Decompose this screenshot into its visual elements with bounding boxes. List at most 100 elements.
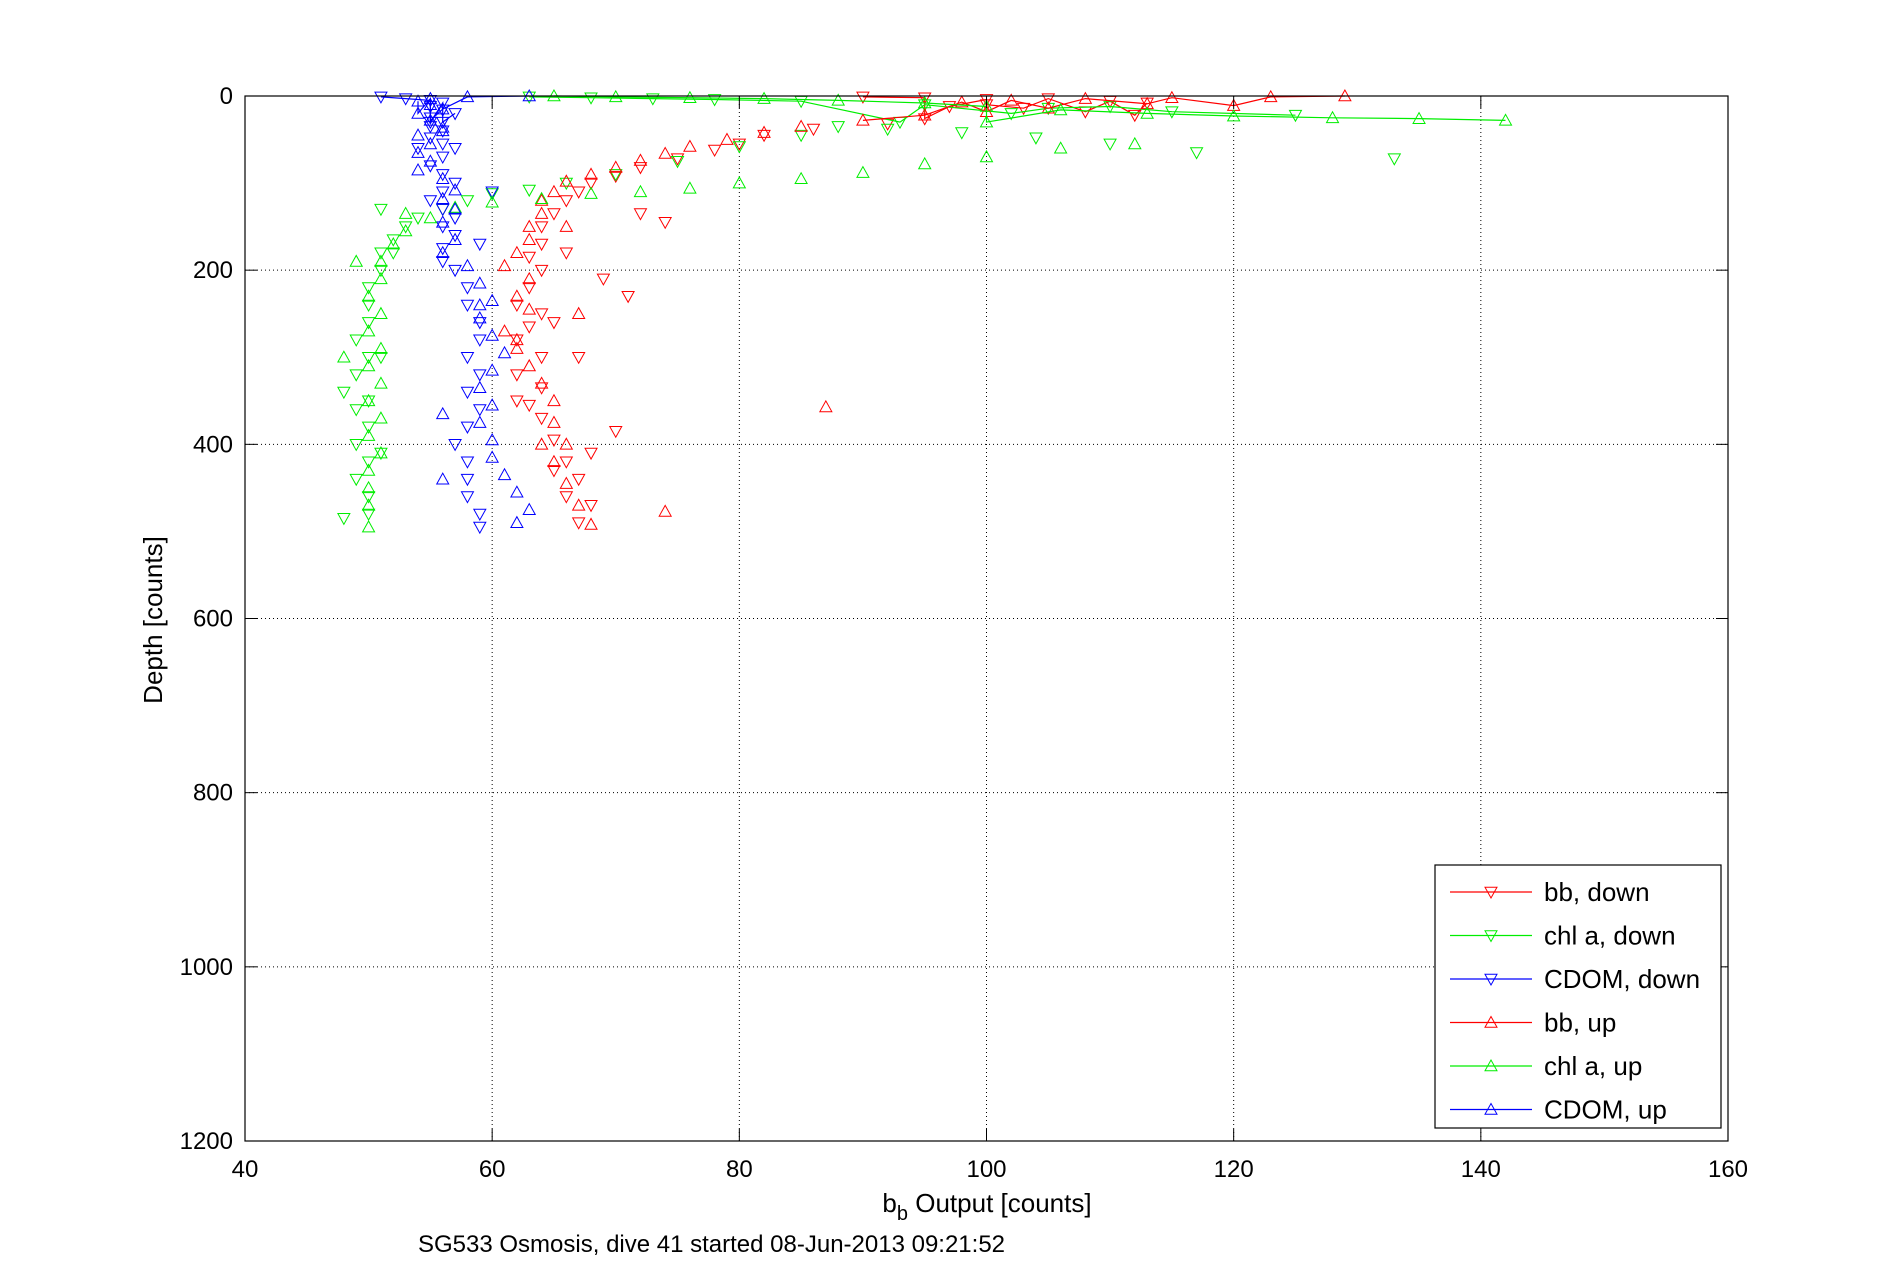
data-point [645, 93, 660, 106]
data-point [361, 428, 376, 441]
data-point [374, 411, 388, 424]
x-tick-labels: 40 60 80 100 120 140 160 [232, 1156, 1748, 1183]
data-point [435, 116, 450, 130]
data-point [485, 195, 500, 208]
data-point [374, 341, 388, 354]
legend-marker-cdom-up [1484, 1102, 1498, 1115]
legend-label-chl-a-up: chl a, up [1544, 1051, 1642, 1081]
data-point [448, 177, 462, 191]
data-point [423, 91, 438, 104]
data-point [880, 123, 895, 137]
data-point [361, 317, 376, 330]
data-point [349, 369, 364, 382]
data-point [435, 120, 450, 133]
data-point [510, 289, 524, 302]
data-point [1140, 96, 1155, 110]
series-line-chl-a-up [553, 95, 1506, 123]
x-tick-label: 140 [1461, 1156, 1501, 1183]
data-point [485, 328, 500, 341]
data-point [794, 129, 808, 143]
data-point [361, 324, 376, 337]
data-point [794, 119, 808, 132]
data-point [485, 363, 500, 376]
data-point [658, 216, 673, 230]
y-tick-label: 1200 [180, 1128, 233, 1155]
data-point [472, 276, 487, 289]
data-point [448, 439, 462, 452]
data-point [917, 95, 932, 109]
data-point [1140, 106, 1155, 119]
x-tick-label: 60 [479, 1156, 506, 1183]
data-point [571, 473, 586, 487]
data-point [510, 341, 524, 354]
legend-marker-cdom-down [1484, 973, 1498, 987]
data-point [534, 191, 549, 205]
data-point [435, 169, 450, 182]
data-point [818, 399, 833, 413]
data-point [460, 456, 475, 469]
data-point [571, 306, 586, 320]
data-point [534, 206, 549, 219]
data-point [979, 149, 994, 163]
legend-marker-bb-up [1484, 1015, 1498, 1028]
data-point [1226, 108, 1241, 122]
data-point [584, 177, 598, 191]
data-point [917, 156, 932, 170]
data-point [361, 282, 376, 295]
data-point [361, 456, 376, 469]
data-point [472, 521, 487, 535]
data-point [608, 170, 623, 184]
data-point [522, 91, 537, 104]
data-point [559, 491, 574, 504]
data-point [349, 334, 364, 347]
data-point [571, 517, 586, 530]
data-point [349, 439, 364, 452]
legend-label-cdom-down: CDOM, down [1544, 964, 1700, 994]
legend-marker-chl-a-up [1484, 1058, 1498, 1072]
data-point [423, 121, 438, 134]
data-point [435, 125, 450, 138]
data-point [485, 186, 500, 199]
data-point [522, 232, 537, 245]
data-point [435, 245, 450, 259]
data-point [472, 369, 487, 382]
x-tick-label: 100 [966, 1156, 1006, 1183]
data-point [374, 446, 388, 459]
data-point [485, 293, 500, 306]
data-point [547, 454, 561, 468]
data-point [559, 174, 574, 187]
data-point [472, 404, 487, 417]
data-point [460, 299, 475, 313]
data-point [423, 97, 438, 111]
data-point [435, 472, 450, 485]
data-point [448, 142, 462, 156]
data-point [559, 437, 574, 450]
data-point [460, 473, 475, 487]
data-point [547, 465, 561, 478]
data-point [435, 243, 450, 256]
data-point [522, 399, 537, 413]
data-point [1189, 147, 1204, 160]
data-point [435, 104, 450, 117]
legend-label-cdom-up: CDOM, up [1544, 1095, 1667, 1125]
x-axis-label-rest: Output [counts] [908, 1188, 1092, 1218]
data-point [361, 358, 376, 372]
data-point [559, 195, 574, 208]
data-point [534, 238, 549, 252]
data-point [757, 129, 771, 143]
legend: bb, down chl a, down CDOM, down bb, up chl a… [1434, 864, 1722, 1129]
data-point [917, 113, 932, 126]
data-point [423, 113, 438, 126]
data-point [460, 386, 475, 400]
data-point [856, 113, 870, 126]
data-point [510, 515, 524, 529]
data-point [435, 256, 450, 269]
data-point [460, 195, 475, 208]
data-point [732, 138, 747, 151]
data-point [522, 271, 537, 285]
data-point [386, 234, 401, 247]
data-point [472, 297, 487, 311]
data-point [435, 151, 450, 164]
data-point [1053, 141, 1068, 154]
data-point [510, 485, 524, 498]
